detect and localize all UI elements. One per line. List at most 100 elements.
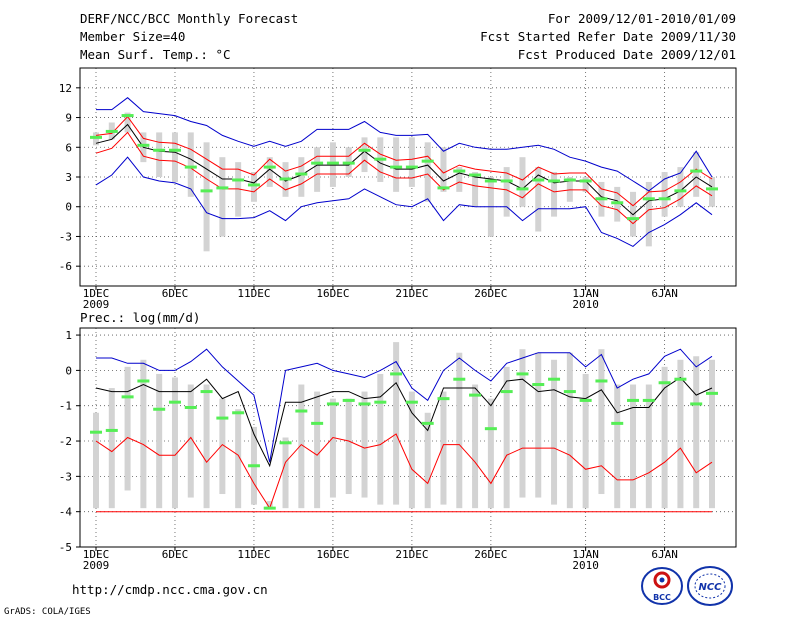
forecast-started-date: Fcst Started Refer Date 2009/11/30 [480,29,736,44]
x-tick-label: 21DEC [395,287,428,300]
median-marker [595,379,608,383]
ensemble-box [345,398,352,495]
spread-lower-line [95,131,713,225]
x-tick-label: 16DEC [316,287,349,300]
ensemble-box [203,384,210,509]
x-tick-label: 26DEC [474,287,507,300]
ensemble-box [503,167,510,217]
median-marker [579,398,592,402]
ensemble-box [456,352,463,509]
ensemble-box [487,398,494,509]
median-marker [627,217,640,221]
ensemble-box [361,391,368,498]
median-marker [405,400,418,404]
ensemble-box [551,172,558,217]
y-tick-label: -2 [59,435,72,448]
ensemble-box [424,412,431,509]
forecast-period: For 2009/12/01-2010/01/09 [548,11,736,26]
median-marker [484,179,497,183]
median-marker [469,173,482,177]
ensemble-box [298,157,305,197]
ensemble-mean-line [95,376,713,468]
ensemble-box [535,167,542,232]
median-marker [326,402,339,406]
median-marker [279,441,292,445]
median-marker [579,179,592,183]
x-tick-label: 26DEC [474,548,507,561]
median-marker [358,402,371,406]
median-marker [342,161,355,165]
ensemble-box [661,172,668,217]
ensemble-box [140,359,147,509]
ensemble-box [503,366,510,509]
ensemble-box [598,349,605,495]
median-marker [390,165,403,169]
x-tick-year: 2009 [83,559,110,572]
median-marker [216,416,229,420]
median-marker [374,157,387,161]
ensemble-box [630,384,637,509]
median-marker [421,421,434,425]
ncc-logo-globe [694,573,726,599]
median-marker [374,400,387,404]
ensemble-box [171,132,178,182]
ncc-logo: NCC [687,566,733,606]
ensemble-box [361,137,368,173]
ensemble-box [393,137,400,192]
median-marker [247,183,260,187]
envelope-high-line [96,97,713,192]
ensemble-box [535,352,542,498]
x-tick-year: 2009 [83,298,110,311]
median-marker [484,427,497,431]
median-marker [153,148,166,152]
median-marker [263,165,276,169]
ensemble-box [219,398,226,495]
median-marker [548,377,561,381]
median-marker [658,197,671,201]
median-marker [295,409,308,413]
median-marker [706,391,718,395]
ensemble-box [519,349,526,498]
source-url[interactable]: http://cmdp.ncc.cma.gov.cn [72,582,268,597]
median-marker [232,178,245,182]
grads-credit: GrADS: COLA/IGES [4,607,91,617]
variable-label-prec: Prec.: log(mm/d) [80,310,200,325]
ensemble-box [677,167,684,207]
median-marker [453,169,466,173]
ensemble-box [266,501,273,509]
y-tick-label: 12 [59,82,72,95]
ensemble-box [566,352,573,509]
y-tick-label: 0 [65,364,72,377]
median-marker [627,398,640,402]
median-marker [184,165,197,169]
x-tick-label: 6JAN [651,548,678,561]
ensemble-box [171,377,178,509]
x-tick-year: 2010 [572,559,599,572]
median-marker [216,186,229,190]
median-marker [674,377,687,381]
ensemble-box [124,112,131,133]
x-tick-label: 11DEC [237,287,270,300]
ensemble-box [551,359,558,505]
median-marker [469,393,482,397]
spread-upper-line [95,115,713,207]
ensemble-box [156,132,163,177]
ensemble-box [108,388,115,509]
x-tick-label: 11DEC [237,548,270,561]
x-tick-label: 21DEC [395,548,428,561]
median-marker [437,397,450,401]
median-marker [121,395,134,399]
ensemble-box [614,384,621,509]
median-marker [437,186,450,190]
y-tick-label: -3 [59,230,72,243]
ensemble-box [314,391,321,509]
y-tick-label: -5 [59,541,72,554]
ensemble-box [645,181,652,247]
median-marker [563,390,576,394]
median-marker [279,177,292,181]
y-tick-label: 3 [65,171,72,184]
ensemble-box [187,384,194,498]
ensemble-box [124,366,131,491]
